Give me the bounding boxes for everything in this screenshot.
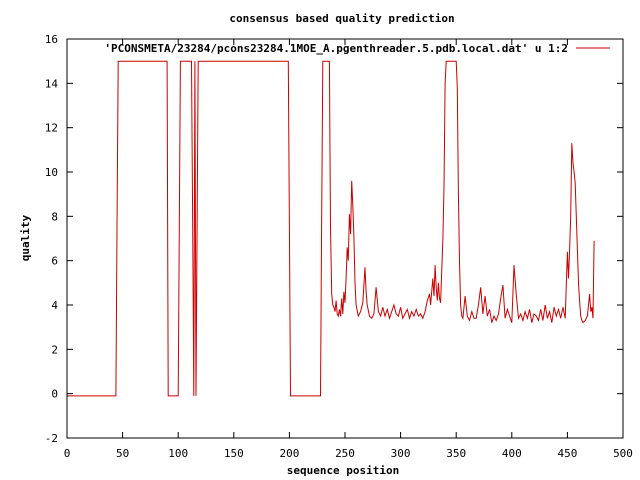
x-axis-ticks: 0 50 100 150 200 250 300 350 400 450 500 <box>64 39 633 460</box>
x-tick-label: 100 <box>168 447 188 460</box>
y-tick-label: -2 <box>45 432 58 445</box>
chart-title: consensus based quality prediction <box>229 12 454 25</box>
x-tick-label: 350 <box>446 447 466 460</box>
x-axis-label: sequence position <box>287 464 400 477</box>
y-tick-label: 2 <box>51 343 58 356</box>
y-tick-label: 8 <box>51 210 58 223</box>
x-tick-label: 500 <box>613 447 633 460</box>
x-tick-label: 300 <box>391 447 411 460</box>
y-tick-label: 6 <box>51 255 58 268</box>
y-axis-label: quality <box>19 214 32 261</box>
x-tick-label: 0 <box>64 447 71 460</box>
legend: 'PCONSMETA/23284/pcons23284.1MOE_A.pgent… <box>104 42 610 55</box>
plot-frame <box>66 38 624 439</box>
y-tick-label: 12 <box>45 122 58 135</box>
series-line <box>67 60 595 397</box>
y-tick-label: 4 <box>51 299 58 312</box>
x-tick-label: 150 <box>224 447 244 460</box>
x-tick-label: 450 <box>557 447 577 460</box>
legend-label: 'PCONSMETA/23284/pcons23284.1MOE_A.pgent… <box>104 42 568 55</box>
x-tick-label: 250 <box>335 447 355 460</box>
y-axis-ticks: -2 0 2 4 6 8 10 12 14 16 <box>45 33 623 445</box>
y-tick-label: 14 <box>45 77 59 90</box>
y-tick-label: 16 <box>45 33 58 46</box>
y-tick-label: 10 <box>45 166 58 179</box>
x-tick-label: 50 <box>116 447 129 460</box>
series-layer <box>67 60 595 397</box>
x-tick-label: 200 <box>279 447 299 460</box>
x-tick-label: 400 <box>502 447 522 460</box>
y-tick-label: 0 <box>51 388 58 401</box>
